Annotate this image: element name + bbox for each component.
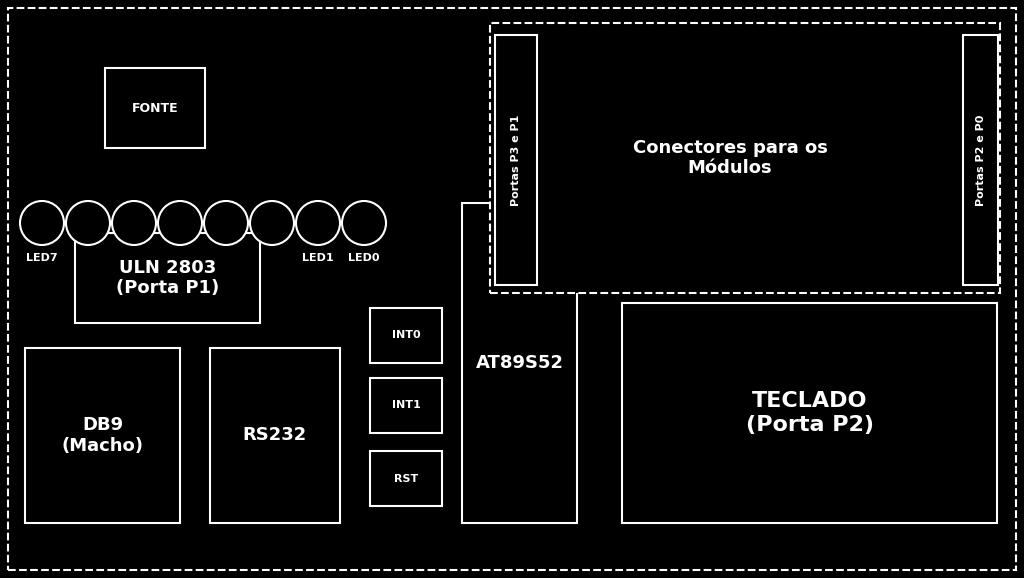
Circle shape <box>112 201 156 245</box>
Text: FONTE: FONTE <box>132 102 178 114</box>
Bar <box>210 348 340 523</box>
Bar <box>490 23 1000 293</box>
Circle shape <box>250 201 294 245</box>
Text: DB9
(Macho): DB9 (Macho) <box>61 416 143 455</box>
Bar <box>622 303 997 523</box>
Text: LED7: LED7 <box>27 253 57 263</box>
Bar <box>25 348 180 523</box>
Text: LED0: LED0 <box>348 253 380 263</box>
Bar <box>963 35 998 285</box>
Text: LED1: LED1 <box>302 253 334 263</box>
Text: TECLADO
(Porta P2): TECLADO (Porta P2) <box>745 391 873 435</box>
Bar <box>75 233 260 323</box>
Circle shape <box>158 201 202 245</box>
Text: RS232: RS232 <box>243 427 307 444</box>
Bar <box>370 378 442 433</box>
Text: Portas P2 e P0: Portas P2 e P0 <box>976 114 985 206</box>
Text: RST: RST <box>394 473 418 484</box>
Circle shape <box>20 201 63 245</box>
Bar <box>495 35 537 285</box>
Circle shape <box>296 201 340 245</box>
Circle shape <box>204 201 248 245</box>
Text: AT89S52: AT89S52 <box>475 354 563 372</box>
Bar <box>370 308 442 363</box>
Circle shape <box>342 201 386 245</box>
Circle shape <box>66 201 110 245</box>
Bar <box>105 68 205 148</box>
Text: INT1: INT1 <box>391 401 421 410</box>
Text: INT0: INT0 <box>392 331 420 340</box>
Text: Conectores para os
Módulos: Conectores para os Módulos <box>633 139 827 177</box>
Text: Portas P3 e P1: Portas P3 e P1 <box>511 114 521 206</box>
Bar <box>370 451 442 506</box>
Bar <box>462 203 577 523</box>
Text: ULN 2803
(Porta P1): ULN 2803 (Porta P1) <box>116 258 219 298</box>
